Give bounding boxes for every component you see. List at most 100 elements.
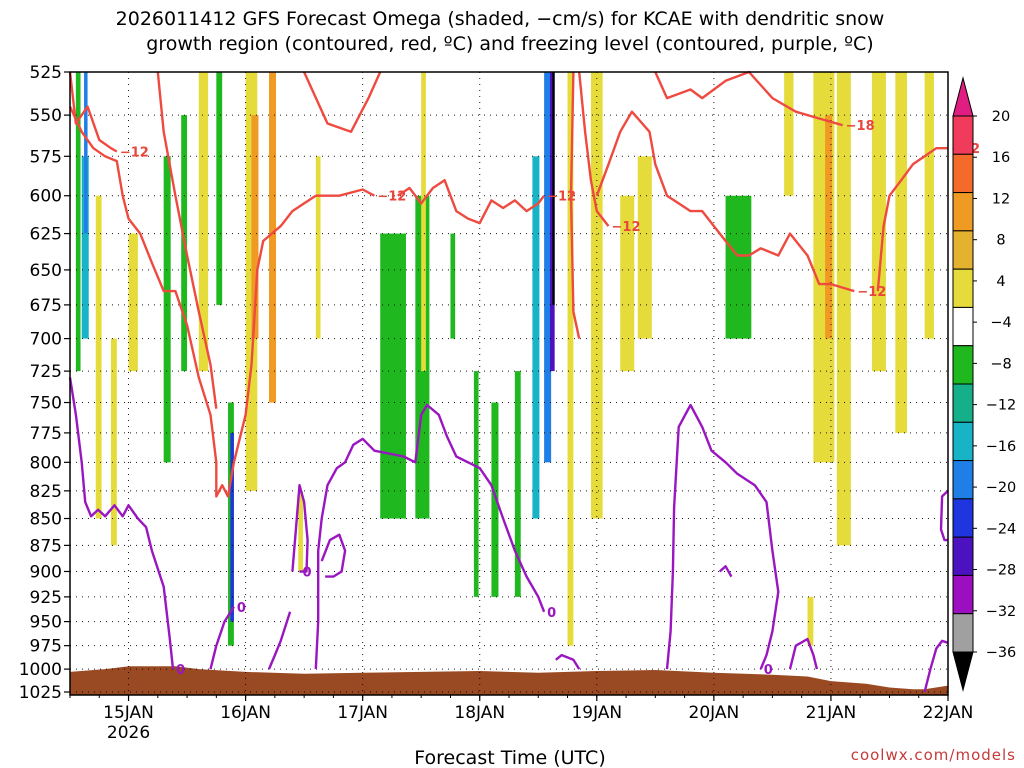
- freezing-contour-label-2: 0: [302, 565, 311, 580]
- colorbar-label-4: 4: [996, 274, 1005, 290]
- y-tick-label-16: 925: [30, 588, 62, 608]
- omega-shade-0: [75, 72, 81, 372]
- x-tick-label-1: 16JAN: [220, 703, 271, 723]
- dgz-contour-label-5: −12: [857, 285, 886, 300]
- omega-shade-6: [163, 156, 171, 463]
- y-tick-label-5: 650: [30, 261, 62, 281]
- colorbar-swatch-5: [952, 306, 974, 347]
- colorbar-label-7: −12: [986, 398, 1017, 414]
- omega-shade-20: [450, 233, 456, 339]
- colorbar-label-8: −16: [986, 439, 1017, 455]
- colorbar-swatch-11: [952, 536, 974, 576]
- omega-shade-3: [95, 195, 102, 519]
- freezing-contour-line-0: [68, 377, 175, 670]
- chart-title-line-1: 2026011412 GFS Forecast Omega (shaded, −…: [116, 8, 885, 30]
- dgz-contour-line-7: [876, 147, 948, 292]
- y-tick-label-10: 775: [30, 424, 62, 444]
- omega-shade-37: [871, 72, 886, 372]
- freezing-contour-label-0: 0: [176, 663, 185, 678]
- dgz-contour-line-6: [654, 70, 843, 127]
- x-tick-label-4: 19JAN: [571, 703, 622, 723]
- omega-shade-38: [895, 72, 908, 433]
- freezing-contour-label-1: 0: [237, 601, 246, 616]
- colorbar-swatch-10: [952, 498, 974, 538]
- y-tick-label-19: 1000: [19, 660, 62, 680]
- x-tick-sublabel-0: 2026: [107, 723, 150, 743]
- y-tick-label-11: 800: [30, 453, 62, 473]
- dgz-contour-line-8: [303, 71, 382, 133]
- omega-shading-layer: [75, 72, 934, 646]
- y-tick-label-0: 525: [30, 63, 62, 83]
- omega-shade-23: [514, 371, 521, 597]
- y-tick-label-1: 550: [30, 106, 62, 126]
- freezing-contour-label-6: 0: [764, 663, 773, 678]
- dgz-contour-label-4: −12: [612, 220, 641, 235]
- freezing-contour-line-9: [788, 637, 819, 670]
- y-tick-label-14: 875: [30, 536, 62, 556]
- colorbar-label-3: 8: [996, 233, 1005, 249]
- ground-layer: [70, 666, 948, 695]
- colorbar-label-11: −28: [986, 563, 1017, 579]
- dgz-contour-line-5: [595, 110, 855, 293]
- y-tick-label-3: 600: [30, 187, 62, 207]
- dgz-contour-label-1: −12: [120, 145, 149, 160]
- freezing-contour-line-6: [665, 403, 780, 670]
- dgz-contour-label-3: −12: [547, 190, 576, 205]
- omega-shade-33: [784, 72, 794, 196]
- omega-shade-25: [544, 72, 552, 463]
- y-tick-label-13: 850: [30, 510, 62, 530]
- y-tick-label-7: 700: [30, 330, 62, 350]
- dgz-contour-label-6: −18: [846, 119, 875, 134]
- dgz-contour-line-4: [578, 71, 610, 227]
- omega-shade-1: [81, 156, 89, 339]
- colorbar-label-13: −36: [986, 645, 1017, 661]
- y-tick-label-18: 975: [30, 637, 62, 657]
- y-tick-label-2: 575: [30, 147, 62, 167]
- freezing-level-contours-layer: 0 0 0 0 0: [68, 377, 949, 693]
- omega-shade-24: [532, 156, 540, 519]
- omega-shade-17: [380, 233, 406, 519]
- colorbar-label-0: 20: [992, 109, 1010, 125]
- x-tick-label-3: 18JAN: [454, 703, 505, 723]
- omega-shade-28: [567, 72, 574, 646]
- colorbar-swatch-7: [952, 383, 974, 423]
- omega-shade-4: [110, 338, 117, 546]
- colorbar-swatch-0: [952, 115, 974, 155]
- colorbar: 20 16 12 8 4 −4 −8 −12 −16 −20 −24 −28 −32 −36: [952, 76, 1017, 692]
- omega-shade-40: [807, 596, 814, 646]
- x-tick-label-5: 20JAN: [689, 703, 740, 723]
- y-axis: 525 550 575 600 625 650 675 700 725 750 775 800 825 8…: [19, 63, 70, 703]
- colorbar-swatch-2: [952, 192, 974, 232]
- freezing-contour-line-3: [314, 403, 546, 670]
- omega-shade-22: [491, 402, 499, 597]
- y-tick-label-15: 900: [30, 562, 62, 582]
- y-tick-label-20: 1025: [19, 683, 62, 703]
- colorbar-bottom-arrow: [952, 651, 974, 692]
- dgz-contour-line-3: [397, 179, 546, 225]
- colorbar-label-5: −4: [990, 315, 1011, 331]
- x-tick-label-6: 21JAN: [806, 703, 857, 723]
- colorbar-label-6: −8: [990, 356, 1011, 372]
- omega-shade-27: [552, 72, 555, 305]
- colorbar-swatch-8: [952, 421, 974, 462]
- omega-shade-11: [230, 432, 234, 622]
- freezing-contour-label-3: 0: [547, 606, 556, 621]
- x-tick-label-0: 15JAN: [103, 703, 154, 723]
- freezing-contour-line-8: [555, 653, 581, 670]
- colorbar-label-10: −24: [986, 521, 1017, 537]
- omega-shade-9: [216, 72, 223, 305]
- freezing-contour-line-11: [939, 489, 949, 542]
- omega-shade-29: [590, 72, 603, 519]
- x-axis-title: Forecast Time (UTC): [414, 747, 605, 768]
- omega-shade-21: [473, 371, 479, 597]
- omega-shade-16: [315, 156, 321, 339]
- colorbar-label-9: −20: [986, 480, 1017, 496]
- omega-shade-15: [298, 490, 303, 572]
- freezing-contour-line-1: [209, 606, 235, 670]
- omega-shade-14: [269, 72, 277, 403]
- omega-shade-36: [836, 72, 851, 546]
- colorbar-label-12: −32: [986, 604, 1017, 620]
